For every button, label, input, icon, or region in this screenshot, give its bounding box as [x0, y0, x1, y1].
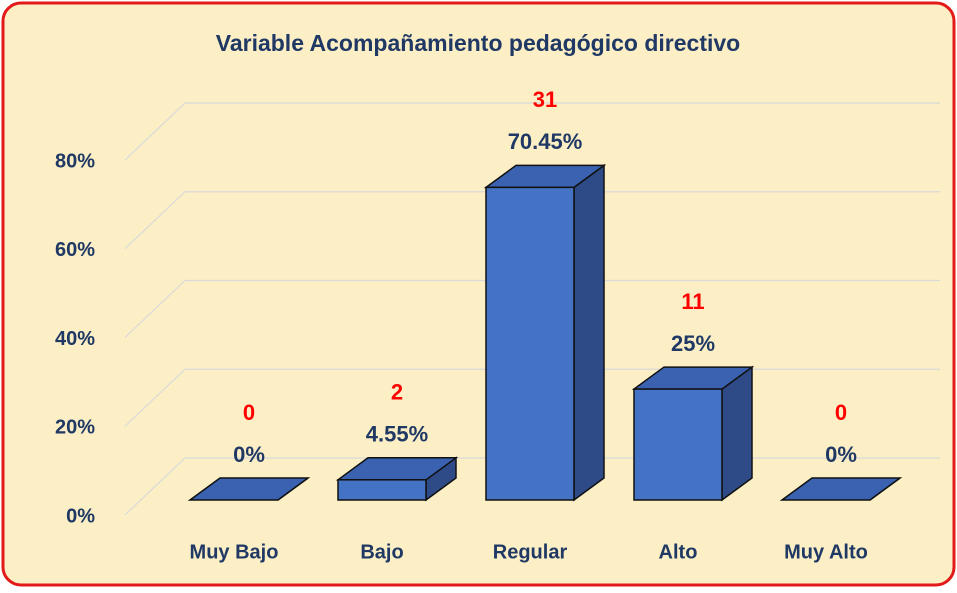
y-tick-label: 40% [55, 328, 95, 350]
grid-line [124, 191, 940, 250]
value-label: 70.45% [508, 129, 583, 154]
value-label: 4.55% [366, 422, 428, 447]
bar-side [721, 365, 753, 502]
bar-top [187, 477, 311, 501]
x-tick-label: Muy Bajo [190, 541, 279, 563]
bar [633, 388, 723, 501]
y-tick-label: 20% [55, 417, 95, 439]
count-label: 0 [243, 400, 255, 425]
count-label: 0 [835, 400, 847, 425]
bar [485, 186, 575, 501]
x-tick-label: Bajo [360, 541, 403, 563]
chart-title: Variable Acompañamiento pedagógico direc… [216, 30, 740, 56]
grid-line [124, 102, 940, 161]
y-tick-label: 60% [55, 239, 95, 261]
bar-top [779, 477, 903, 501]
x-tick-label: Muy Alto [784, 541, 868, 563]
x-tick-label: Regular [493, 541, 568, 563]
bar [337, 479, 427, 501]
value-label: 25% [671, 331, 715, 356]
y-tick-label: 80% [55, 150, 95, 172]
x-tick-label: Alto [659, 541, 698, 563]
value-label: 0% [233, 442, 265, 467]
bar-side [573, 163, 605, 502]
count-label: 31 [533, 87, 557, 112]
grid-line [124, 279, 940, 338]
count-label: 11 [681, 289, 704, 314]
y-tick-label: 0% [66, 505, 95, 527]
value-label: 0% [825, 442, 857, 467]
count-label: 2 [391, 380, 403, 405]
